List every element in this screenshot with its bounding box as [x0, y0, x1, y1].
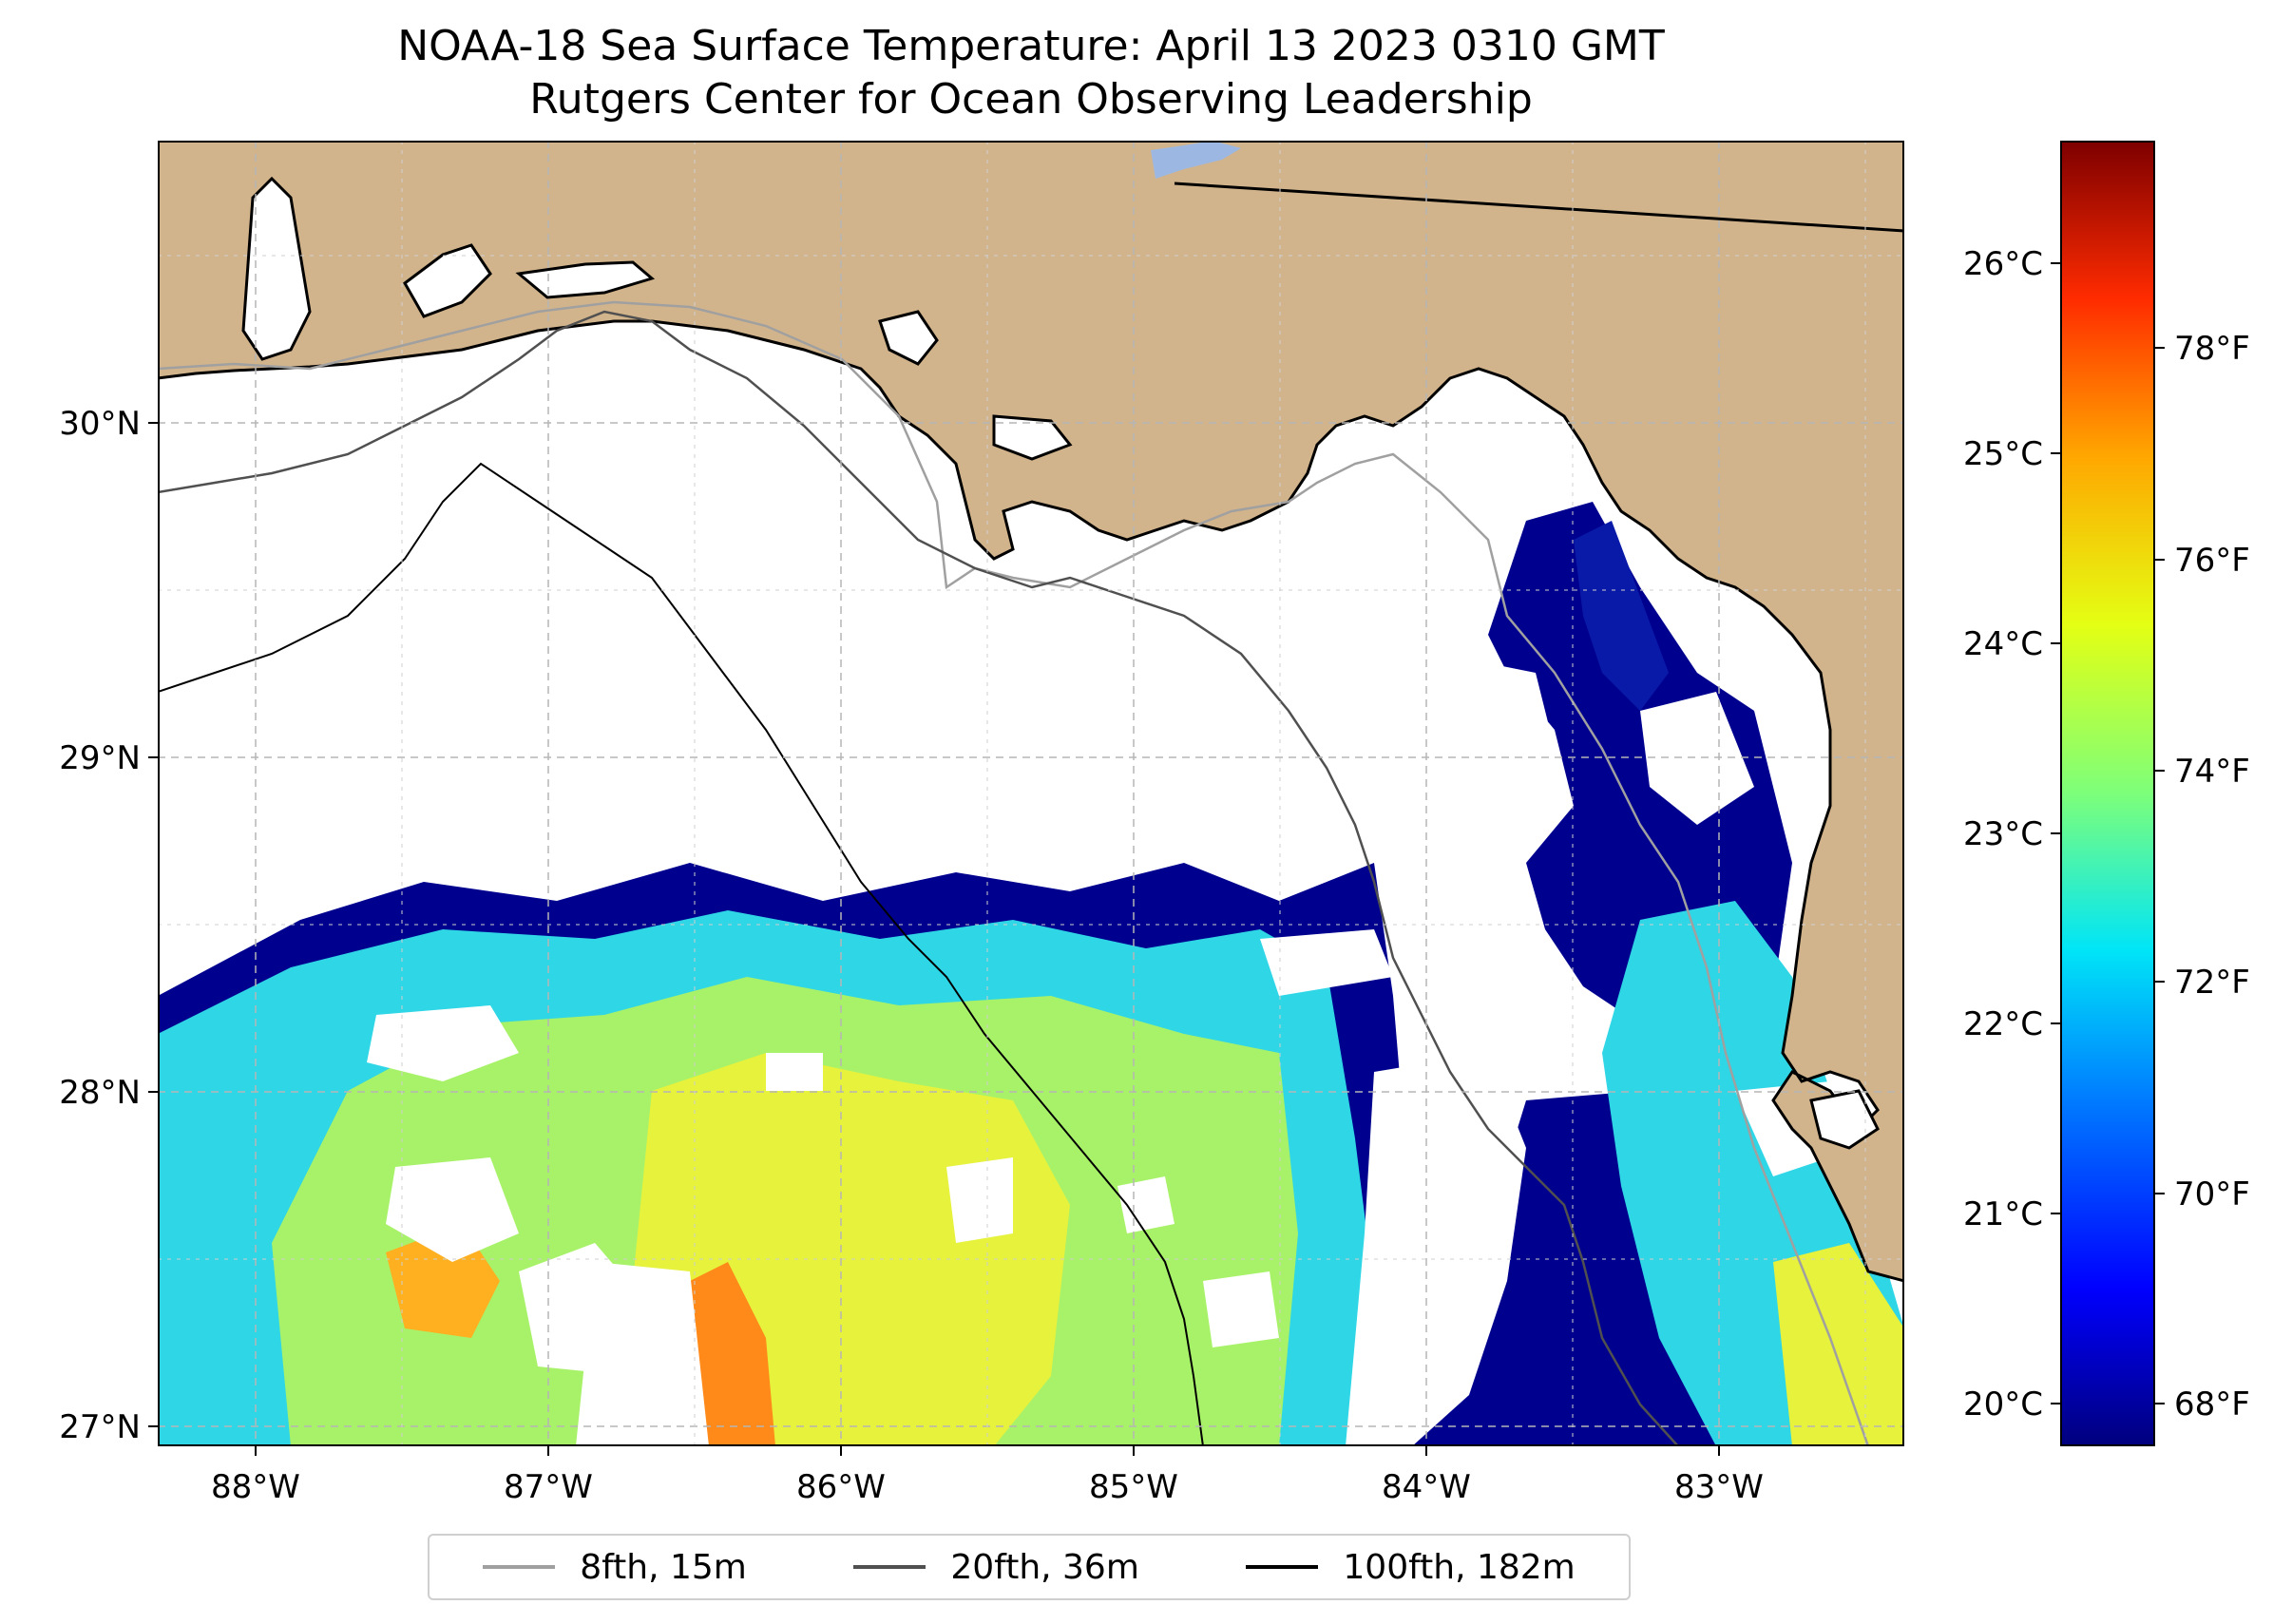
- legend-swatch-20fth: [853, 1565, 926, 1569]
- cloud-gap: [1203, 1271, 1279, 1347]
- figure-subtitle: Rutgers Center for Ocean Observing Leade…: [529, 75, 1533, 124]
- cbar-f-76: 76°F: [2174, 542, 2250, 580]
- legend-label-8fth: 8fth, 15m: [580, 1547, 747, 1587]
- legend-label-20fth: 20fth, 36m: [950, 1547, 1139, 1587]
- legend-item-8fth: 8fth, 15m: [483, 1548, 747, 1587]
- map-frame: [158, 141, 1904, 1446]
- x-tick-88w: 88°W: [211, 1468, 300, 1506]
- cbar-c-22: 22°C: [1963, 1005, 2043, 1043]
- contour-100fth: [158, 462, 1204, 1446]
- pensacola-bay: [403, 243, 492, 318]
- cbar-c-21: 21°C: [1963, 1195, 2043, 1233]
- x-tick-87w: 87°W: [504, 1468, 593, 1506]
- state-border: [1174, 182, 1904, 233]
- cloud-gap: [946, 1157, 1013, 1243]
- cloud-gap: [1488, 663, 1555, 806]
- sst-east-yellow: [1773, 1243, 1904, 1446]
- cloud-gap: [576, 1262, 709, 1446]
- lake: [1151, 141, 1241, 179]
- cbar-f-72: 72°F: [2174, 964, 2250, 1002]
- cbar-f-74: 74°F: [2174, 753, 2250, 791]
- mobile-bay: [241, 176, 312, 361]
- x-tick-86w: 86°W: [796, 1468, 886, 1506]
- cbar-f-78: 78°F: [2174, 330, 2250, 368]
- st-andrews-bay: [878, 310, 939, 366]
- figure-title: NOAA-18 Sea Surface Temperature: April 1…: [397, 22, 1665, 70]
- y-tick-28n: 28°N: [59, 1074, 141, 1112]
- contour-20fth: [158, 310, 1679, 1446]
- contour-8fth: [158, 300, 1870, 1446]
- legend-item-20fth: 20fth, 36m: [853, 1548, 1139, 1587]
- cloud-gap: [1117, 1176, 1175, 1233]
- cbar-f-68: 68°F: [2174, 1385, 2250, 1423]
- sst-map: [158, 141, 1904, 1446]
- legend-swatch-8fth: [483, 1565, 556, 1569]
- colorbar: [2060, 141, 2155, 1446]
- cloud-gap: [386, 1157, 519, 1262]
- legend-item-100fth: 100fth, 182m: [1246, 1547, 1576, 1587]
- y-tick-27n: 27°N: [59, 1408, 141, 1446]
- x-tick-83w: 83°W: [1674, 1468, 1764, 1506]
- cloud-gap: [1346, 1053, 1526, 1446]
- sst-nearshore-cold: [1574, 521, 1669, 711]
- apalachicola-bay: [992, 414, 1073, 461]
- land-north-coast: [158, 141, 1904, 1283]
- legend-swatch-100fth: [1246, 1565, 1319, 1569]
- legend-label-100fth: 100fth, 182m: [1343, 1547, 1576, 1587]
- cbar-f-70: 70°F: [2174, 1175, 2250, 1213]
- y-tick-29n: 29°N: [59, 739, 141, 777]
- choctawhatchee-bay: [515, 260, 656, 299]
- graticule-minor: [158, 141, 1904, 1446]
- contour-legend: 8fth, 15m 20fth, 36m 100fth, 182m: [428, 1534, 1631, 1600]
- cloud-gap: [367, 1005, 519, 1081]
- cbar-c-25: 25°C: [1963, 435, 2043, 473]
- sst-data-layer: [158, 502, 1904, 1446]
- x-tick-85w: 85°W: [1089, 1468, 1178, 1506]
- x-tick-84w: 84°W: [1382, 1468, 1471, 1506]
- y-tick-30n: 30°N: [59, 405, 141, 443]
- cloud-gap: [766, 1053, 823, 1091]
- cbar-c-24: 24°C: [1963, 625, 2043, 663]
- cloud-gap: [1260, 929, 1393, 996]
- cbar-c-23: 23°C: [1963, 815, 2043, 853]
- graticule: [158, 141, 1904, 1446]
- cbar-c-20: 20°C: [1963, 1385, 2043, 1423]
- cloud-gap: [1640, 692, 1754, 825]
- cbar-c-26: 26°C: [1963, 245, 2043, 283]
